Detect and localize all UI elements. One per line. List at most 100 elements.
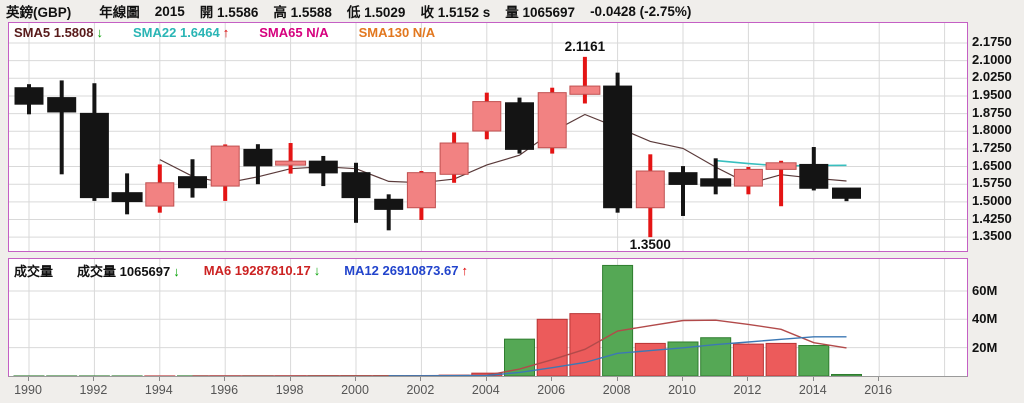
volume-bar-down bbox=[831, 373, 862, 376]
x-axis-tick bbox=[158, 377, 160, 381]
price-axis-tick: 1.3500 bbox=[972, 228, 1012, 244]
volume-value: 量 1065697 bbox=[505, 5, 576, 20]
legend-volume-title: 成交量 bbox=[14, 264, 54, 279]
price-axis-tick: 1.9500 bbox=[972, 86, 1012, 102]
legend-sma65: SMA65 N/A bbox=[259, 25, 329, 40]
candle-wick-down bbox=[713, 158, 718, 195]
sma5-line bbox=[159, 113, 847, 185]
candle-body-down bbox=[799, 163, 829, 189]
candle-body-down bbox=[374, 198, 404, 210]
candle-body-down bbox=[832, 187, 861, 199]
legend-ma6: MA6 19287810.17 ↓ bbox=[203, 263, 321, 278]
candle-body-down bbox=[243, 148, 273, 167]
candle-wick-down bbox=[59, 80, 64, 175]
volume-chart-canvas[interactable] bbox=[9, 259, 967, 376]
x-axis-year-label: 2012 bbox=[733, 383, 762, 397]
candle-body-down bbox=[668, 172, 698, 185]
ma12-line bbox=[388, 336, 847, 376]
x-axis-tick bbox=[551, 377, 553, 381]
down-arrow-icon: ↓ bbox=[313, 263, 321, 278]
volume-axis-tick: 60M bbox=[972, 282, 998, 298]
x-axis-tick bbox=[878, 377, 880, 381]
volume-axis-tick: 20M bbox=[972, 339, 998, 355]
x-axis-year-label: 2006 bbox=[537, 383, 566, 397]
quote-header: 英鎊(GBP) 年線圖 2015 開 1.5586 高 1.5588 低 1.5… bbox=[6, 2, 706, 21]
volume-axis-tick: 40M bbox=[972, 311, 998, 327]
price-axis-tick: 2.0250 bbox=[972, 69, 1012, 85]
candle-wick-down bbox=[681, 166, 685, 216]
candle-wick-up bbox=[779, 160, 784, 207]
x-axis-tick bbox=[682, 377, 683, 381]
price-legend: SMA5 1.5808 ↓ SMA22 1.6464 ↑ SMA65 N/A SMA… bbox=[14, 25, 465, 40]
x-axis-year-label: 1996 bbox=[210, 383, 239, 397]
candle-body-down bbox=[47, 97, 77, 113]
candle-body-up bbox=[569, 85, 601, 95]
candle-body-up bbox=[145, 182, 175, 207]
volume-bar-up bbox=[765, 342, 797, 376]
price-axis-tick: 2.1000 bbox=[972, 51, 1012, 67]
period-label: 年線圖 bbox=[99, 5, 140, 20]
candle-body-up bbox=[210, 145, 240, 187]
legend-volume-value: 成交量 1065697 ↓ bbox=[77, 264, 180, 279]
candle-body-up bbox=[537, 92, 567, 149]
volume-bar-up bbox=[732, 343, 764, 376]
x-axis-year-label: 2014 bbox=[798, 383, 827, 397]
price-axis-tick: 1.4250 bbox=[972, 210, 1012, 226]
x-axis-tick bbox=[355, 377, 356, 381]
candle-body-up bbox=[406, 172, 436, 209]
x-axis-tick bbox=[485, 377, 487, 381]
volume-bar-down bbox=[504, 338, 535, 376]
x-axis-year-label: 2000 bbox=[341, 383, 369, 397]
volume-bar-down bbox=[798, 345, 830, 376]
up-arrow-icon: ↑ bbox=[222, 25, 230, 40]
candle-body-up bbox=[765, 162, 797, 170]
candle-body-up bbox=[733, 168, 763, 187]
x-axis-year-label: 1994 bbox=[144, 383, 173, 397]
volume-legend: 成交量 成交量 1065697 ↓ MA6 19287810.17 ↓ MA12 2… bbox=[14, 261, 492, 280]
x-axis-tick bbox=[420, 377, 422, 381]
x-axis-year-label: 2010 bbox=[668, 383, 696, 397]
x-axis-year-label: 2004 bbox=[471, 383, 500, 397]
legend-sma5: SMA5 1.5808 ↓ bbox=[14, 25, 103, 40]
x-axis-tick bbox=[93, 377, 95, 381]
x-axis-tick bbox=[616, 377, 618, 381]
up-arrow-icon: ↑ bbox=[461, 263, 468, 278]
ma6-line bbox=[192, 319, 847, 376]
candle-body-down bbox=[341, 172, 371, 199]
x-axis-tick bbox=[28, 377, 29, 381]
candle-body-down bbox=[308, 160, 338, 174]
price-chart-pane: SMA5 1.5808 ↓ SMA22 1.6464 ↑ SMA65 N/A SMA… bbox=[8, 22, 968, 252]
change-value: -0.0428 (-2.75%) bbox=[590, 3, 692, 19]
price-axis-tick: 1.5000 bbox=[972, 192, 1012, 208]
candle-body-down bbox=[111, 192, 143, 203]
price-axis-tick: 1.8000 bbox=[972, 122, 1012, 138]
candle-body-down bbox=[505, 102, 534, 150]
x-axis-year-label: 1992 bbox=[79, 383, 108, 397]
volume-chart-pane: 成交量 成交量 1065697 ↓ MA6 19287810.17 ↓ MA12 2… bbox=[8, 258, 968, 377]
price-axis-tick: 1.7250 bbox=[972, 139, 1012, 155]
x-axis-year-label: 1998 bbox=[275, 383, 304, 397]
candle-wick-up bbox=[288, 143, 293, 174]
candle-body-down bbox=[178, 176, 207, 189]
candle-body-up bbox=[439, 142, 469, 175]
x-axis-tick bbox=[812, 377, 814, 381]
high-value: 高 1.5588 bbox=[273, 5, 332, 20]
high-annotation: 2.1161 bbox=[565, 39, 606, 54]
x-axis-tick bbox=[224, 377, 226, 381]
candle-body-down bbox=[14, 87, 44, 105]
candle-wick-up bbox=[582, 56, 587, 104]
candle-body-up bbox=[472, 101, 502, 132]
instrument-name: 英鎊(GBP) bbox=[6, 5, 72, 20]
x-axis-year-label: 2002 bbox=[406, 383, 435, 397]
legend-sma130: SMA130 N/A bbox=[358, 25, 436, 40]
price-axis-tick: 1.8750 bbox=[972, 104, 1012, 120]
price-chart-canvas[interactable]: 2.1161 1.3500 bbox=[9, 23, 967, 251]
candle-body-up bbox=[635, 170, 665, 209]
volume-bar-down bbox=[602, 264, 634, 376]
volume-bar-up bbox=[569, 313, 601, 376]
x-axis-year-label: 1990 bbox=[14, 383, 42, 397]
x-axis-year-label: 2016 bbox=[864, 383, 893, 397]
legend-ma12: MA12 26910873.67 ↑ bbox=[344, 263, 468, 278]
candle-body-down bbox=[700, 178, 732, 187]
candle-body-up bbox=[275, 160, 307, 166]
